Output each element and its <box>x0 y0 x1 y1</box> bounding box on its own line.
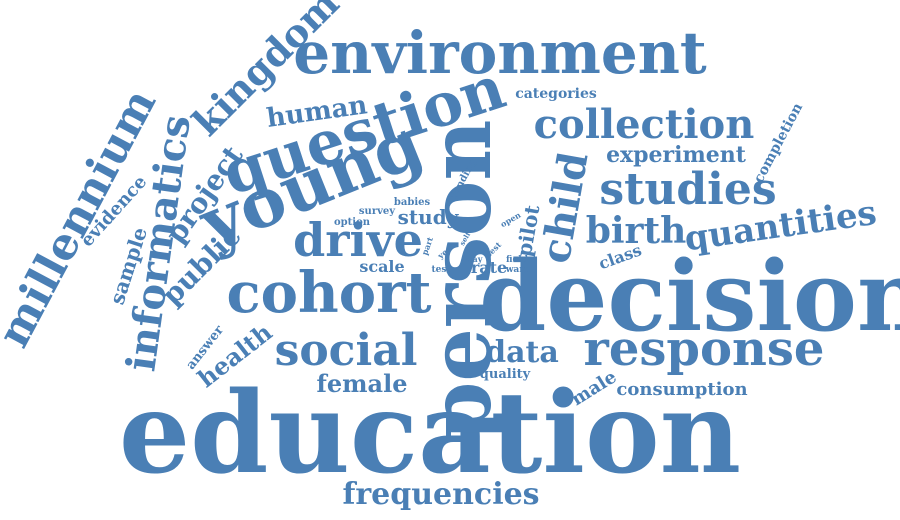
word-study: study <box>398 205 460 229</box>
word-experiment: experiment <box>606 142 747 168</box>
word-social: social <box>275 325 418 376</box>
word-consumption: consumption <box>616 379 747 400</box>
word-data: data <box>485 335 559 370</box>
word-female: female <box>317 369 408 398</box>
word-field: field <box>506 255 529 265</box>
word-frequencies: frequencies <box>342 477 539 512</box>
word-scale: scale <box>359 257 404 276</box>
word-cohort: cohort <box>227 260 432 326</box>
word-decision: decision <box>479 240 900 353</box>
word-environment: environment <box>293 19 707 87</box>
word-ward: ward <box>505 265 531 275</box>
word-rate: rate <box>471 258 507 277</box>
word-option: option <box>334 217 371 228</box>
word-quality: quality <box>480 367 531 382</box>
word-test: test <box>431 265 451 275</box>
word-person: person <box>411 120 510 441</box>
word-way: way <box>465 254 483 264</box>
word-categories: categories <box>515 86 597 102</box>
word-studies: studies <box>599 164 776 215</box>
word-education: education <box>119 368 741 499</box>
word-survey: survey <box>359 206 396 217</box>
word-completion: completion <box>751 101 806 186</box>
word-birth: birth <box>586 210 687 252</box>
word-collection: collection <box>534 101 755 148</box>
word-response: response <box>584 321 825 377</box>
word-drive: drive <box>293 213 423 267</box>
word-babies: babies <box>394 197 431 208</box>
